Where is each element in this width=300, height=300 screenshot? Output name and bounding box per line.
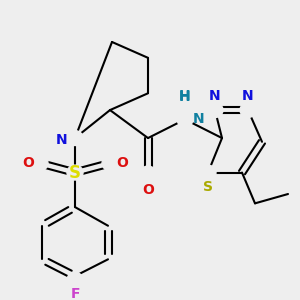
Circle shape — [200, 165, 216, 180]
Circle shape — [102, 156, 118, 171]
Circle shape — [32, 156, 48, 171]
Circle shape — [140, 166, 156, 181]
Circle shape — [207, 103, 223, 118]
Text: S: S — [69, 164, 81, 181]
Circle shape — [67, 130, 83, 146]
Text: O: O — [116, 156, 128, 170]
Text: H: H — [179, 88, 191, 103]
Text: N: N — [209, 88, 221, 103]
Circle shape — [67, 165, 83, 180]
Text: N: N — [242, 88, 254, 103]
Text: F: F — [70, 287, 80, 300]
Text: N: N — [193, 112, 205, 126]
Circle shape — [177, 112, 193, 127]
Text: H: H — [179, 91, 191, 104]
Circle shape — [67, 272, 83, 287]
Text: N: N — [56, 133, 67, 147]
Text: O: O — [142, 183, 154, 197]
Text: S: S — [203, 180, 213, 194]
Circle shape — [240, 103, 256, 118]
Text: O: O — [22, 156, 34, 170]
